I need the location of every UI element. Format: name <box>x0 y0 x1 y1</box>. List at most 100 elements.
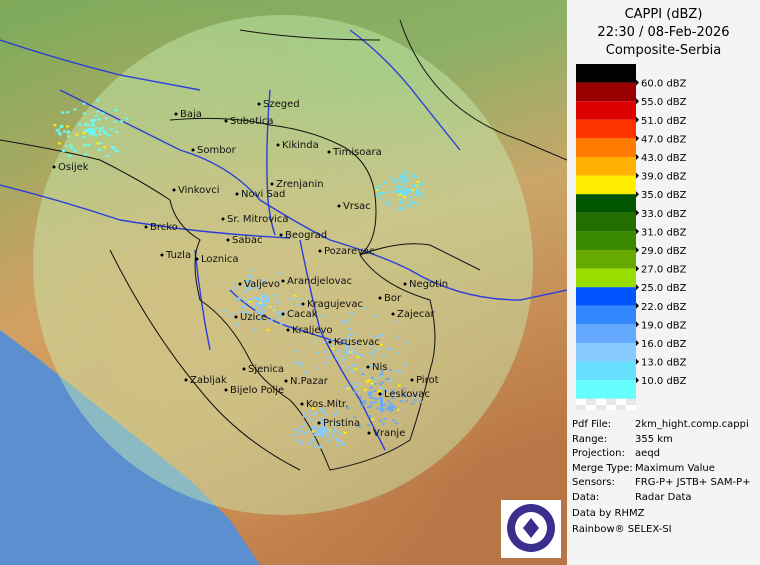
echo-pixel <box>362 307 366 310</box>
city-label: Krusevac <box>334 337 380 348</box>
city-dot <box>234 315 238 319</box>
echo-pixel <box>66 132 70 135</box>
echo-pixel <box>397 190 401 193</box>
echo-pixel <box>255 286 259 289</box>
echo-pixel <box>404 187 408 190</box>
echo-pixel <box>259 300 263 303</box>
echo-pixel <box>321 418 325 421</box>
echo-pixel <box>374 314 378 317</box>
echo-pixel <box>388 409 392 412</box>
echo-pixel <box>404 179 408 182</box>
echo-pixel <box>376 193 380 196</box>
echo-pixel <box>66 130 70 133</box>
echo-pixel <box>258 318 262 321</box>
legend-tick <box>636 191 639 198</box>
city-dot <box>224 388 228 392</box>
echo-pixel <box>307 418 311 421</box>
echo-pixel <box>243 290 247 293</box>
echo-pixel <box>298 432 302 435</box>
legend-swatch <box>576 119 636 139</box>
echo-pixel <box>307 429 311 432</box>
echo-pixel <box>248 300 252 303</box>
echo-pixel <box>70 147 74 150</box>
city-label: Leskovac <box>384 389 430 400</box>
echo-pixel <box>400 181 404 184</box>
legend-swatch <box>576 138 636 157</box>
echo-pixel <box>398 206 402 209</box>
echo-pixel <box>369 364 373 367</box>
echo-pixel <box>401 177 405 180</box>
city-label: Zrenjanin <box>276 179 324 190</box>
echo-pixel <box>318 432 322 435</box>
legend-label: 10.0 dBZ <box>641 376 687 387</box>
legend-swatch <box>576 212 636 232</box>
legend-label: 29.0 dBZ <box>641 246 687 257</box>
echo-pixel <box>376 335 380 338</box>
legend-swatch <box>606 405 616 410</box>
echo-pixel <box>420 180 424 183</box>
echo-pixel <box>342 319 346 322</box>
echo-pixel <box>300 364 304 367</box>
echo-pixel <box>260 313 264 316</box>
echo-pixel <box>250 281 254 284</box>
borders <box>0 19 567 471</box>
city-label: Zajecar <box>397 309 436 320</box>
echo-pixel <box>262 281 266 284</box>
city-dot <box>410 378 414 382</box>
echo-pixel <box>68 154 72 157</box>
echo-pixel <box>276 271 280 274</box>
echo-pixel <box>91 132 95 135</box>
echo-pixel <box>243 305 247 308</box>
echo-pixel <box>391 408 395 411</box>
echo-pixel <box>292 428 296 431</box>
info-row: Projection: aeqd <box>572 447 751 462</box>
echo-pixel <box>357 425 361 428</box>
echo-pixel <box>312 427 316 430</box>
echo-pixel <box>334 429 338 432</box>
legend-tick <box>636 358 639 365</box>
info-row: Sensors: FRG-P+ JSTB+ SAM-P+ <box>572 476 751 491</box>
city-label: Subotica <box>230 116 273 127</box>
echo-pixel <box>91 129 95 132</box>
echo-pixel <box>395 407 399 410</box>
echo-pixel <box>316 351 320 354</box>
logo <box>501 500 561 558</box>
echo-pixel <box>299 361 303 364</box>
echo-pixel <box>381 409 385 412</box>
radar-range <box>33 15 533 515</box>
city-dot <box>235 192 239 196</box>
echo-pixel <box>363 388 367 391</box>
echo-pixel <box>314 446 318 449</box>
info-value: Maximum Value <box>635 462 715 474</box>
info-value: 355 km <box>635 433 673 445</box>
echo-pixel <box>366 406 370 409</box>
echo-pixel <box>343 431 347 434</box>
echo-pixel <box>411 394 415 397</box>
city-dot <box>221 217 225 221</box>
echo-pixel <box>370 355 374 358</box>
echo-pixel <box>387 400 391 403</box>
echo-pixel <box>62 150 66 153</box>
echo-pixel <box>315 444 319 447</box>
echo-pixel <box>89 129 93 132</box>
echo-pixel <box>91 122 95 125</box>
echo-pixel <box>359 396 363 399</box>
echo-pixel <box>376 407 380 410</box>
echo-pixel <box>373 377 377 380</box>
echo-pixel <box>281 310 285 313</box>
echo-pixel <box>307 410 311 413</box>
echo-pixel <box>331 345 335 348</box>
echo-pixel <box>237 297 241 300</box>
echo-pixel <box>262 310 266 313</box>
echo-pixel <box>228 313 232 316</box>
echo-pixel <box>313 431 317 434</box>
echo-pixel <box>250 269 254 272</box>
echo-pixel <box>313 412 317 415</box>
legend-tick <box>636 98 639 105</box>
legend-swatch <box>576 361 636 381</box>
echo-pixel <box>395 422 399 425</box>
echo-pixel <box>355 347 359 350</box>
echo-pixel <box>313 339 317 342</box>
legend-swatch <box>576 268 636 288</box>
city-dot <box>281 279 285 283</box>
